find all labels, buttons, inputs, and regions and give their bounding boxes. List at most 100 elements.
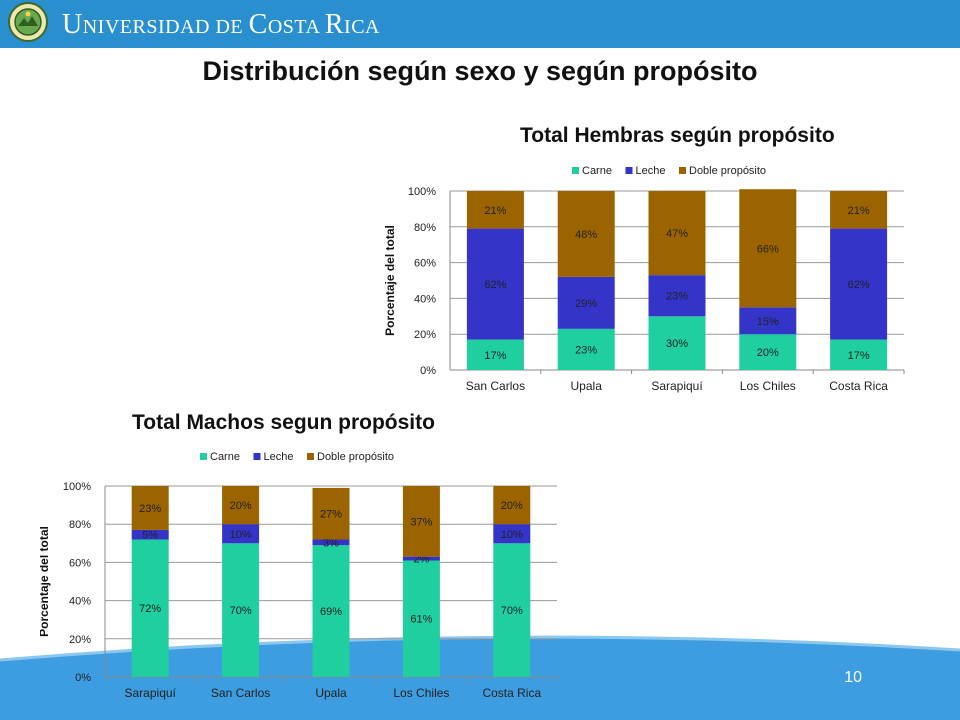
y-tick-label: 20% <box>69 634 91 646</box>
x-tick-label: San Carlos <box>466 379 525 393</box>
bar-carne <box>402 560 440 677</box>
data-label-carne: 70% <box>501 605 523 617</box>
bar-carne <box>648 316 706 370</box>
bar-leche <box>830 228 888 340</box>
legend-label-leche: Leche <box>264 451 294 463</box>
data-label-carne: 30% <box>666 338 688 350</box>
page-number: 10 <box>844 669 862 686</box>
y-axis-title: Porcentaje del total <box>383 225 397 336</box>
chart-title-hembras: Total Hembras según propósito <box>520 124 835 147</box>
legend-swatch-carne <box>200 453 207 460</box>
bar-carne <box>222 543 260 677</box>
bar-leche <box>222 524 260 544</box>
y-tick-label: 20% <box>414 329 436 341</box>
y-tick-label: 60% <box>69 557 91 569</box>
bar-doble <box>131 486 169 530</box>
legend-swatch-doble <box>307 453 314 460</box>
bar-carne <box>739 334 797 370</box>
y-axis-title: Porcentaje del total <box>40 526 51 637</box>
data-label-leche: 62% <box>484 279 506 291</box>
bar-carne <box>557 328 615 370</box>
data-label-doble: 23% <box>139 503 161 515</box>
bar-doble <box>493 486 531 525</box>
university-seal-icon <box>8 2 48 42</box>
y-tick-label: 80% <box>69 519 91 531</box>
bar-doble <box>830 191 888 229</box>
bar-leche <box>493 524 531 544</box>
data-label-carne: 20% <box>757 347 779 359</box>
data-label-doble: 47% <box>666 228 688 240</box>
bar-carne <box>466 339 524 370</box>
page-title: Distribución según sexo y según propósit… <box>202 56 758 86</box>
chart-title-machos: Total Machos segun propósito <box>132 411 435 434</box>
x-tick-label: Sarapiquí <box>651 379 703 393</box>
legend-label-doble: Doble propósito <box>317 451 394 463</box>
x-tick-label: Upala <box>315 686 347 700</box>
bar-doble <box>557 191 615 277</box>
bar-doble <box>466 191 524 229</box>
data-label-carne: 17% <box>848 350 870 362</box>
data-label-leche: 10% <box>230 529 252 541</box>
data-label-leche: 15% <box>757 316 779 328</box>
bar-carne <box>830 339 888 370</box>
data-label-doble: 20% <box>230 500 252 512</box>
bar-doble <box>222 486 260 525</box>
legend-label-doble: Doble propósito <box>689 165 766 177</box>
data-label-carne: 70% <box>230 605 252 617</box>
bar-doble <box>739 189 797 308</box>
bar-leche <box>312 539 350 546</box>
bar-doble <box>402 486 440 557</box>
legend-swatch-leche <box>625 167 633 174</box>
data-label-doble: 21% <box>848 205 870 217</box>
x-tick-label: Los Chiles <box>393 686 449 700</box>
data-label-carne: 61% <box>410 614 432 626</box>
bar-leche <box>131 529 169 540</box>
legend-label-leche: Leche <box>636 165 666 177</box>
bar-doble <box>648 191 706 276</box>
legend-swatch-leche <box>253 453 261 460</box>
y-tick-label: 40% <box>69 596 91 608</box>
data-label-doble: 21% <box>484 205 506 217</box>
data-label-carne: 23% <box>575 344 597 356</box>
university-name: UNIVERSIDAD DE COSTA RICA <box>62 9 380 40</box>
bar-leche <box>557 276 615 329</box>
chart-machos: Carne Leche Doble propósito 0% 20% 40% 60% 80% 1… <box>40 451 558 700</box>
bar-leche <box>648 275 706 317</box>
y-tick-label: 0% <box>75 672 91 684</box>
data-label-doble: 27% <box>320 509 342 521</box>
y-tick-label: 0% <box>420 365 436 377</box>
x-tick-label: San Carlos <box>211 686 270 700</box>
y-tick-label: 100% <box>408 186 436 198</box>
x-tick-label: Sarapiquí <box>125 686 177 700</box>
data-label-doble: 66% <box>757 243 779 255</box>
x-tick-label: Costa Rica <box>482 686 541 700</box>
y-tick-label: 100% <box>63 481 91 493</box>
legend-swatch-doble <box>679 167 686 174</box>
bar-leche <box>466 228 524 340</box>
bar-doble <box>312 487 350 540</box>
legend-swatch-carne <box>572 167 579 174</box>
data-label-leche: 10% <box>501 529 523 541</box>
data-label-carne: 69% <box>320 606 342 618</box>
bar-leche <box>402 556 440 561</box>
chart-hembras: Carne Leche Doble propósito 0% 20% 40% 60% 80% 1… <box>383 165 905 393</box>
data-label-leche: 3% <box>323 537 339 549</box>
y-tick-label: 60% <box>414 258 436 270</box>
bar-carne <box>312 545 350 677</box>
legend-label-carne: Carne <box>210 451 240 463</box>
bar-leche <box>739 307 797 335</box>
data-label-leche: 62% <box>848 279 870 291</box>
x-tick-label: Costa Rica <box>829 379 888 393</box>
data-label-doble: 48% <box>575 229 597 241</box>
data-label-leche: 5% <box>142 530 158 542</box>
data-label-leche: 23% <box>666 291 688 303</box>
x-tick-label: Upala <box>571 379 603 393</box>
bar-carne <box>131 539 169 677</box>
data-label-doble: 37% <box>410 516 432 528</box>
y-tick-label: 40% <box>414 293 436 305</box>
data-label-carne: 72% <box>139 603 161 615</box>
bar-carne <box>493 543 531 677</box>
data-label-carne: 17% <box>484 350 506 362</box>
data-label-doble: 20% <box>501 500 523 512</box>
data-label-leche: 29% <box>575 298 597 310</box>
